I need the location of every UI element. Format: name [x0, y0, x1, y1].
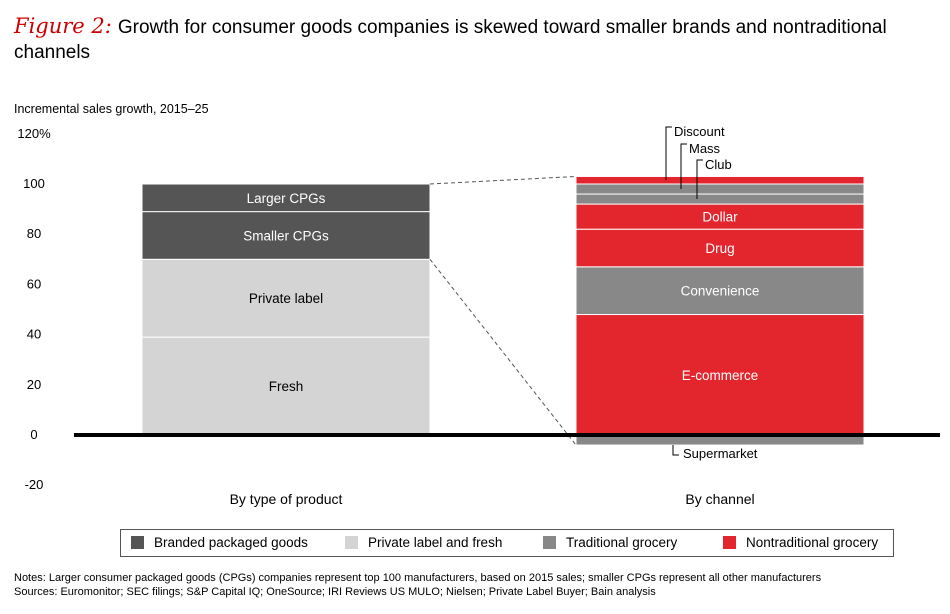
- legend-item-nontraditional: Nontraditional grocery: [723, 535, 878, 550]
- connector-line-top: [429, 175, 577, 185]
- legend-item-traditional: Traditional grocery: [543, 535, 677, 550]
- bar-segment-dollar: [575, 203, 865, 230]
- legend-swatch-nontraditional: [723, 536, 736, 549]
- legend-swatch-branded: [131, 536, 144, 549]
- segment-label-convenience: Convenience: [681, 284, 760, 299]
- y-tick-label: 120%: [17, 126, 51, 141]
- callout-line-discount: [665, 126, 672, 181]
- callout-line-mass: [680, 143, 687, 190]
- bar-segment-club: [575, 193, 865, 205]
- legend-label-traditional: Traditional grocery: [566, 535, 678, 550]
- y-tick-label: 100: [23, 176, 45, 191]
- segment-label-e-commerce: E-commerce: [682, 368, 759, 383]
- legend-item-branded: Branded packaged goods: [131, 535, 308, 550]
- segment-label-smaller-cpgs: Smaller CPGs: [243, 228, 329, 243]
- segment-label-club: Club: [705, 157, 732, 172]
- segment-label-drug: Drug: [705, 241, 734, 256]
- x-category-label: By channel: [685, 491, 754, 507]
- segment-label-larger-cpgs: Larger CPGs: [247, 191, 326, 206]
- callout-line-club: [696, 159, 703, 200]
- connector-line-bottom: [429, 258, 577, 446]
- x-category-label: By type of product: [230, 491, 343, 507]
- callout-line-supermarket: [672, 445, 679, 456]
- bar-segment-mass: [575, 183, 865, 195]
- legend-swatch-private-label-fresh: [345, 536, 358, 549]
- figure-label: Figure 2:: [14, 14, 112, 38]
- segment-label-fresh: Fresh: [269, 379, 304, 394]
- title-text: Growth for consumer goods companies is s…: [14, 17, 887, 63]
- legend: Branded packaged goods Private label and…: [120, 529, 894, 557]
- bar-segment-smaller-cpgs: [141, 211, 431, 260]
- segment-label-mass: Mass: [689, 141, 721, 156]
- legend-label-nontraditional: Nontraditional grocery: [746, 535, 879, 550]
- notes-line: Notes: Larger consumer packaged goods (C…: [14, 572, 822, 584]
- bar-segment-private-label: [141, 258, 431, 338]
- segment-label-private-label: Private label: [249, 291, 323, 306]
- bar-segment-larger-cpgs: [141, 183, 431, 213]
- chart-title: Figure 2: Growth for consumer goods compa…: [14, 14, 939, 65]
- chart-svg: Incremental sales growth, 2015–25 120% 100…: [14, 102, 940, 507]
- segment-label-discount: Discount: [674, 124, 725, 139]
- y-tick-label: 0: [30, 427, 37, 442]
- y-tick-label: 20: [27, 377, 41, 392]
- y-tick-label: -20: [25, 477, 44, 492]
- notes: Notes: Larger consumer packaged goods (C…: [14, 571, 944, 599]
- legend-swatch-traditional: [543, 536, 556, 549]
- y-tick-label: 40: [27, 327, 41, 342]
- bar-segment-e-commerce: [575, 314, 865, 436]
- y-axis-label: Incremental sales growth, 2015–25: [14, 102, 209, 116]
- legend-item-private-label-fresh: Private label and fresh: [345, 535, 502, 550]
- sources-line: Sources: Euromonitor; SEC filings; S&P C…: [14, 586, 656, 598]
- y-tick-label: 60: [27, 276, 41, 291]
- segment-label-dollar: Dollar: [702, 210, 738, 225]
- legend-label-private-label-fresh: Private label and fresh: [368, 535, 503, 550]
- segment-label-supermarket: Supermarket: [683, 446, 758, 461]
- bar-segment-discount: [575, 175, 865, 185]
- y-tick-label: 80: [27, 226, 41, 241]
- legend-label-branded: Branded packaged goods: [154, 535, 308, 550]
